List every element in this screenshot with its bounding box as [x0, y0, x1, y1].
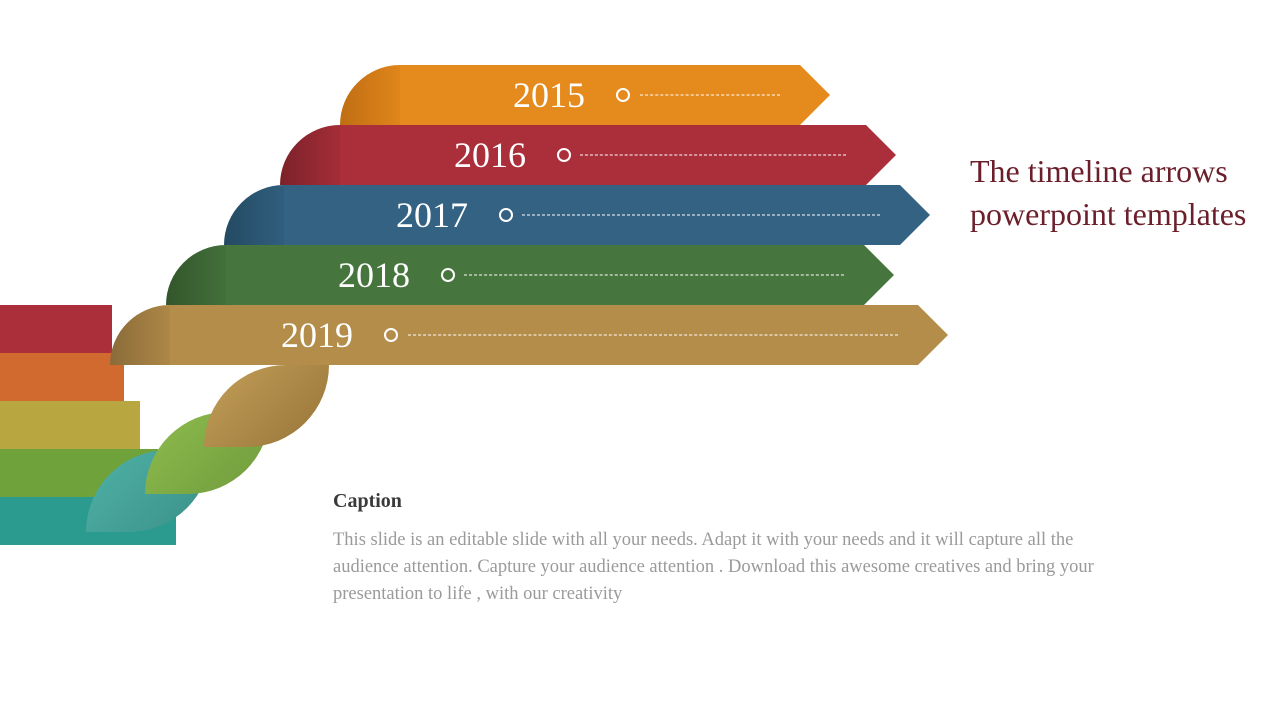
- dot-icon: [557, 148, 571, 162]
- arrow-2017: 2017: [224, 185, 930, 245]
- caption-body: This slide is an editable slide with all…: [333, 527, 1133, 607]
- dashline: [640, 95, 780, 96]
- arrow-2016: 2016: [280, 125, 896, 185]
- caption-block: Caption This slide is an editable slide …: [333, 490, 1133, 607]
- arrow-2015: 2015: [340, 65, 830, 125]
- year-label: 2016: [454, 134, 526, 176]
- arrow-head-icon: [866, 125, 896, 185]
- year-label: 2015: [513, 74, 585, 116]
- swatch-1: [0, 305, 112, 353]
- dashline: [522, 215, 880, 216]
- arrow-head-icon: [864, 245, 894, 305]
- page-title: The timeline arrows powerpoint templates: [970, 150, 1260, 236]
- dot-icon: [441, 268, 455, 282]
- arrow-head-icon: [900, 185, 930, 245]
- dashline: [580, 155, 846, 156]
- dashline: [408, 335, 898, 336]
- dot-icon: [384, 328, 398, 342]
- dot-icon: [616, 88, 630, 102]
- year-label: 2017: [396, 194, 468, 236]
- leaf-3: [204, 365, 329, 447]
- dot-icon: [499, 208, 513, 222]
- year-label: 2019: [281, 314, 353, 356]
- caption-heading: Caption: [333, 490, 1133, 513]
- arrow-2019: 2019: [110, 305, 948, 365]
- arrow-head-icon: [918, 305, 948, 365]
- year-label: 2018: [338, 254, 410, 296]
- arrow-2018: 2018: [166, 245, 894, 305]
- arrow-head-icon: [800, 65, 830, 125]
- swatch-2: [0, 353, 124, 401]
- slide-canvas: 2015 2016 2017 2018 2019: [0, 0, 1280, 720]
- dashline: [464, 275, 844, 276]
- swatch-3: [0, 401, 140, 449]
